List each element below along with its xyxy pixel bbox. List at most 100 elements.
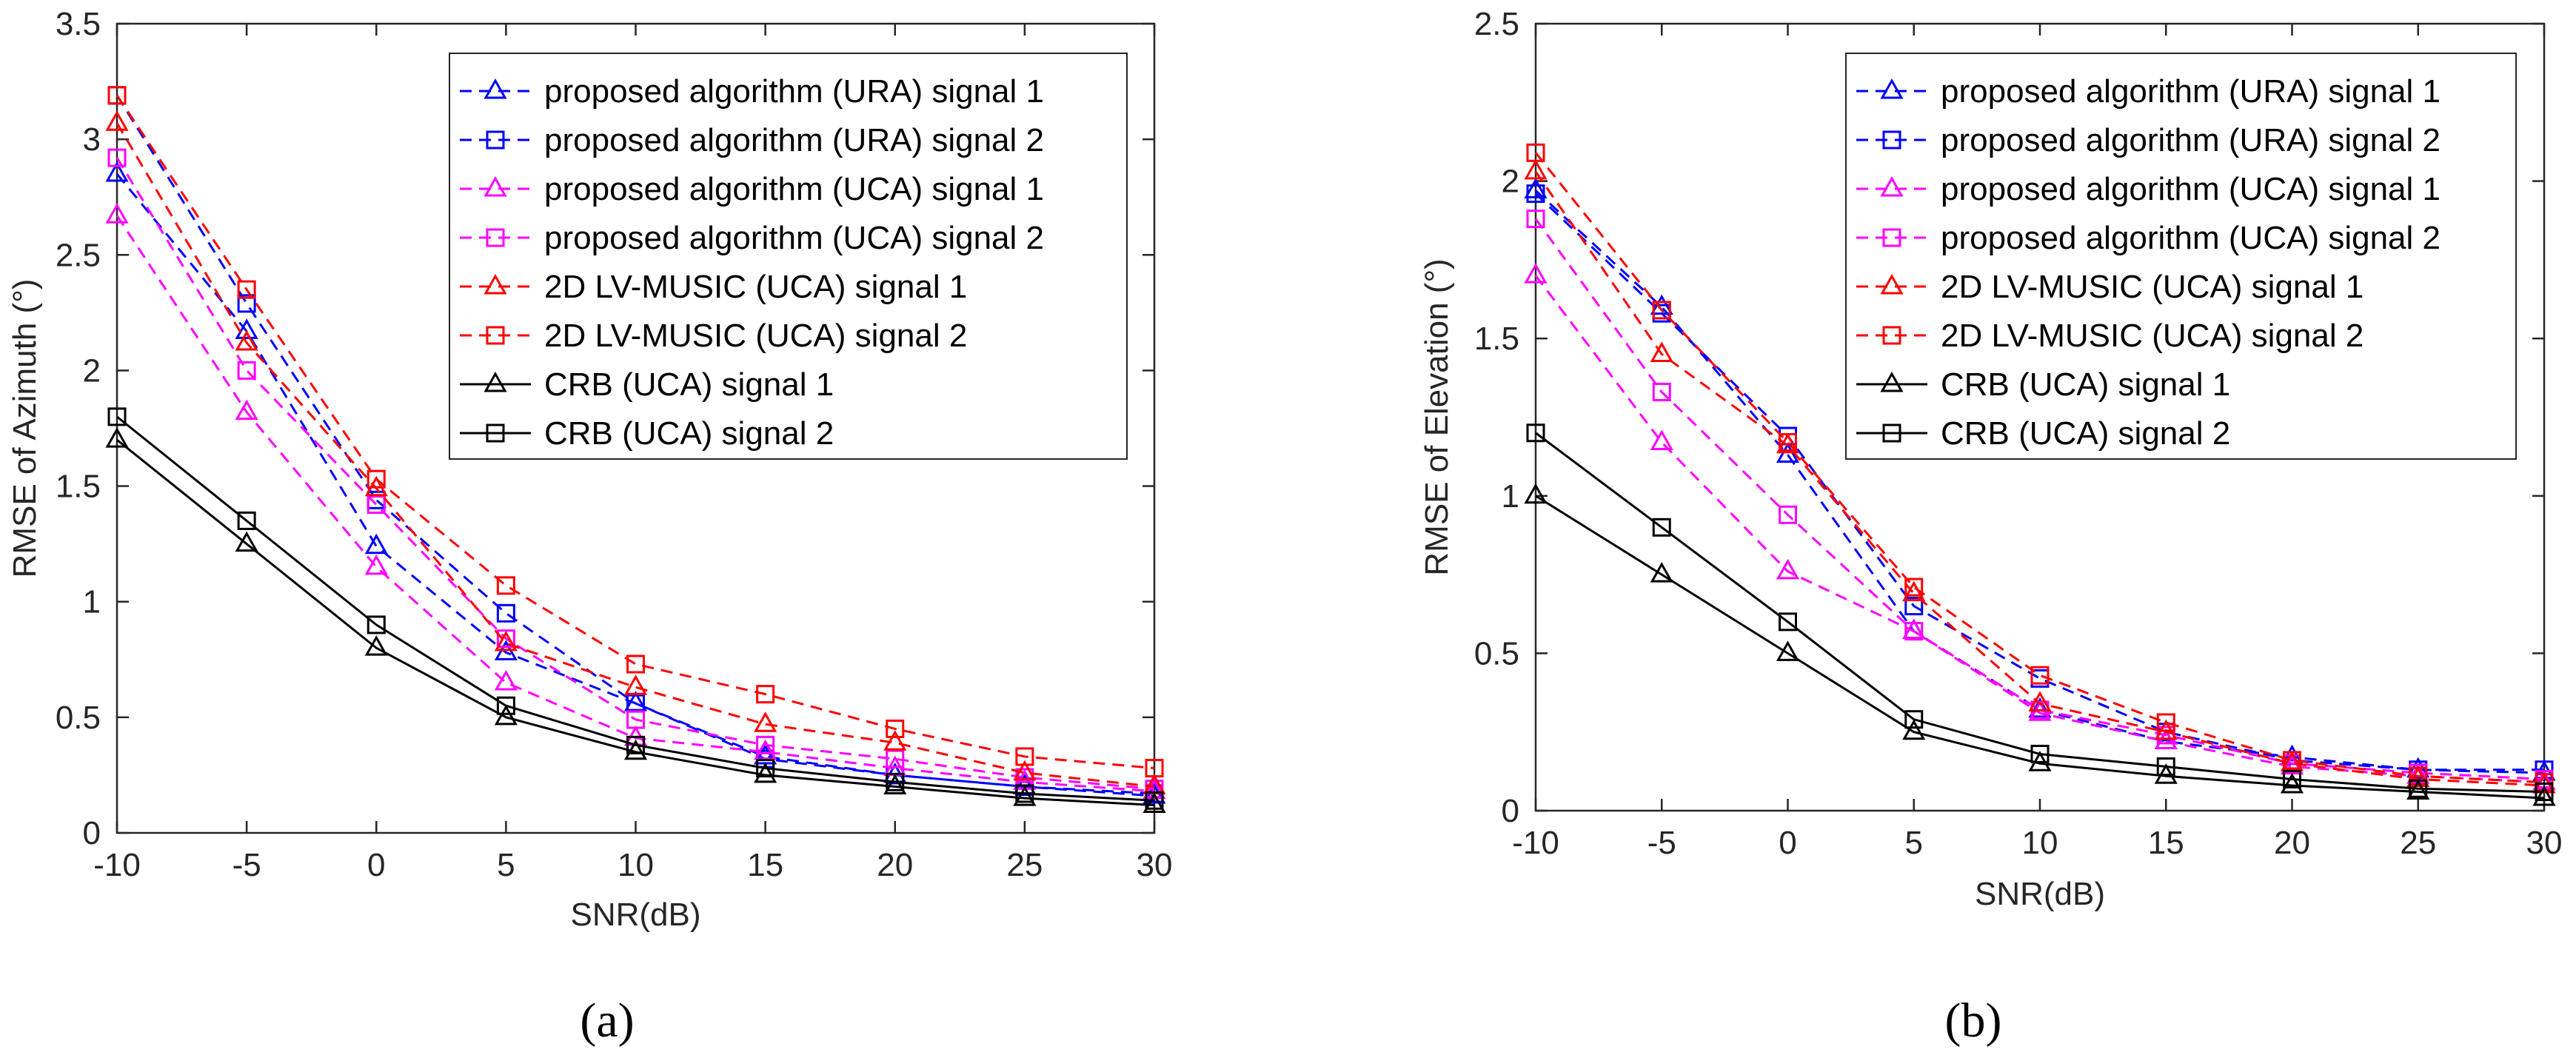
series-line xyxy=(116,122,1155,788)
series-line xyxy=(1534,218,2545,780)
data-point xyxy=(1524,263,1548,284)
data-point xyxy=(623,691,648,711)
x-tick-label: -5 xyxy=(232,847,261,883)
legend-marker xyxy=(484,371,507,392)
y-axis-label: RMSE of Elevation (°) xyxy=(1419,258,1455,575)
panel-caption: (a) xyxy=(580,994,634,1048)
legend-marker xyxy=(484,78,507,99)
series-line xyxy=(116,438,1155,807)
legend-marker xyxy=(1882,326,1901,345)
data-point xyxy=(1015,784,1034,803)
data-point xyxy=(496,696,515,715)
data-point xyxy=(1143,792,1166,814)
series-7 xyxy=(107,407,1164,810)
data-point xyxy=(1779,505,1797,524)
series-line xyxy=(1534,190,2545,774)
data-point xyxy=(105,203,129,224)
x-tick-label: 20 xyxy=(2274,825,2310,861)
legend: proposed algorithm (URA) signal 1 propose… xyxy=(1845,53,2517,460)
data-point xyxy=(367,469,386,489)
data-point xyxy=(2156,757,2175,776)
data-point xyxy=(1902,719,1926,740)
data-point xyxy=(235,329,258,351)
legend-label: 2D LV-MUSIC (UCA) signal 1 xyxy=(1941,269,2363,305)
y-tick-label: 2.5 xyxy=(56,237,101,273)
x-tick-label: 5 xyxy=(497,847,515,883)
data-point xyxy=(237,511,256,530)
data-point xyxy=(2028,697,2052,718)
data-point xyxy=(235,318,258,339)
legend-label: 2D LV-MUSIC (UCA) signal 1 xyxy=(544,269,967,305)
legend-marker xyxy=(484,175,507,197)
legend-box xyxy=(449,53,1128,460)
data-point xyxy=(2409,779,2428,798)
data-point xyxy=(2283,769,2301,788)
data-point xyxy=(1904,597,1924,616)
data-point xyxy=(494,669,518,691)
y-tick-label: 0 xyxy=(83,815,101,851)
legend-label: 2D LV-MUSIC (UCA) signal 2 xyxy=(1941,318,2363,354)
y-tick-label: 3.5 xyxy=(56,6,101,42)
data-point xyxy=(496,603,515,623)
data-point xyxy=(1524,483,1548,504)
legend-marker xyxy=(1882,130,1901,150)
data-point xyxy=(1526,143,1545,162)
data-point xyxy=(2535,760,2554,780)
data-point xyxy=(1650,341,1673,362)
data-point xyxy=(1779,612,1797,632)
data-point xyxy=(496,576,515,595)
x-tick-label: -10 xyxy=(93,847,141,883)
data-point xyxy=(1779,433,1797,452)
data-point xyxy=(1904,577,1924,597)
series-line xyxy=(116,215,1155,793)
data-point xyxy=(364,554,388,575)
data-point xyxy=(1904,622,1924,641)
x-tick-label: -5 xyxy=(1647,825,1676,861)
series-line xyxy=(116,94,1155,770)
data-point xyxy=(2406,779,2430,800)
series-line xyxy=(116,415,1155,802)
data-point xyxy=(2532,785,2556,806)
data-point xyxy=(754,762,777,783)
data-point xyxy=(756,735,775,754)
data-point xyxy=(626,735,645,754)
legend-label: proposed algorithm (UCA) signal 1 xyxy=(544,171,1044,207)
data-point xyxy=(107,407,127,426)
x-axis-label: SNR(dB) xyxy=(1975,876,2105,912)
data-point xyxy=(1904,710,1924,729)
y-tick-label: 1.5 xyxy=(1474,321,1519,357)
data-point xyxy=(2280,772,2304,794)
data-point xyxy=(623,739,648,760)
legend-label: CRB (UCA) signal 1 xyxy=(544,366,834,403)
series-5 xyxy=(107,86,1164,778)
legend-marker xyxy=(1882,228,1901,247)
data-point xyxy=(1013,760,1037,781)
data-point xyxy=(2535,773,2554,792)
data-point xyxy=(105,161,129,182)
legend-marker xyxy=(486,326,505,345)
data-point xyxy=(756,759,775,778)
legend-label: proposed algorithm (URA) signal 2 xyxy=(544,122,1044,158)
data-point xyxy=(886,772,905,791)
legend: proposed algorithm (URA) signal 1 propose… xyxy=(449,53,1128,460)
series-line xyxy=(1534,170,2545,787)
y-axis-label: RMSE of Azimuth (°) xyxy=(7,279,43,578)
legend-label: proposed algorithm (URA) signal 2 xyxy=(1941,122,2440,158)
data-point xyxy=(1902,618,1926,640)
x-tick-label: 5 xyxy=(1905,825,1923,861)
data-point xyxy=(1013,786,1037,806)
x-tick-label: -10 xyxy=(1512,825,1559,861)
data-point xyxy=(237,361,256,380)
legend-label: proposed algorithm (URA) signal 1 xyxy=(1941,73,2440,110)
data-point xyxy=(1652,518,1671,537)
legend-label: proposed algorithm (UCA) signal 1 xyxy=(1941,171,2440,207)
x-tick-label: 20 xyxy=(877,847,913,883)
legend-marker xyxy=(486,423,505,443)
data-point xyxy=(2030,744,2050,763)
data-point xyxy=(1145,791,1164,810)
legend-marker xyxy=(1880,175,1904,197)
x-tick-label: 10 xyxy=(618,847,654,883)
series-line xyxy=(1535,432,2545,793)
data-point xyxy=(1650,562,1673,583)
data-point xyxy=(1652,382,1671,401)
